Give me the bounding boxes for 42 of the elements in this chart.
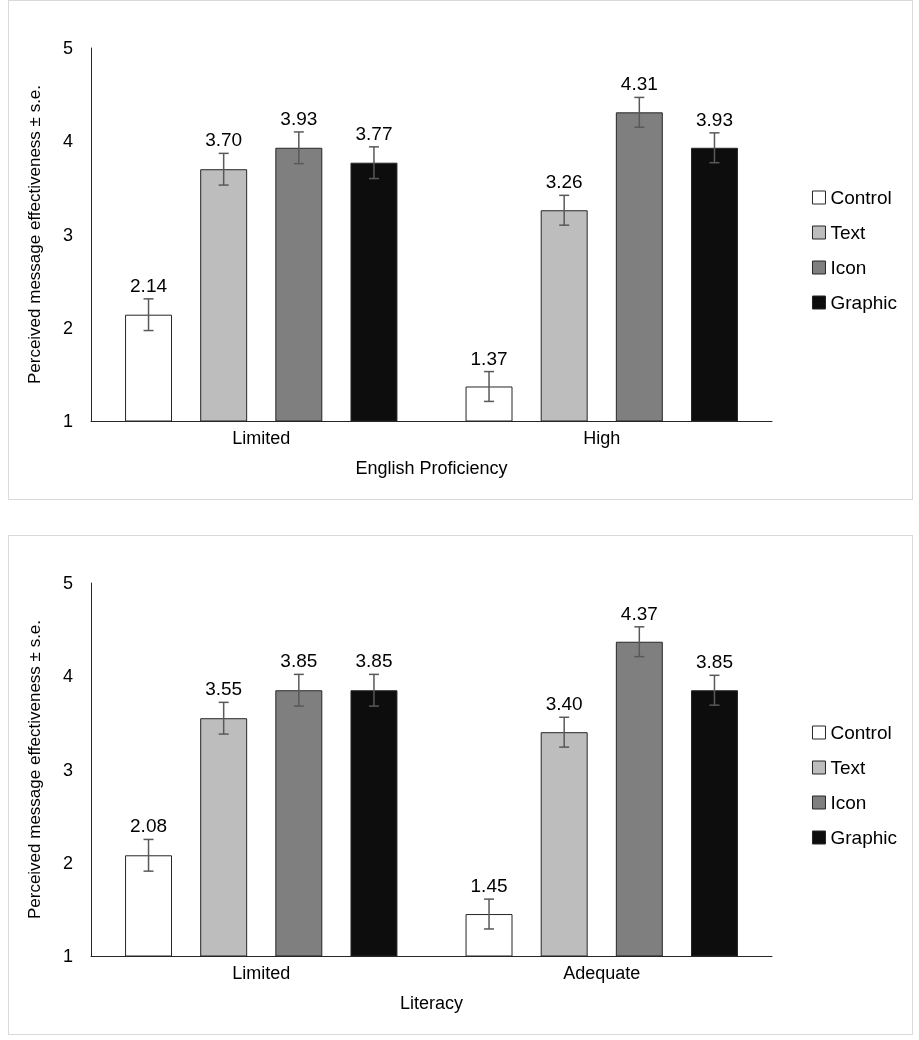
data-label: 1.37 xyxy=(470,347,508,369)
data-label: 3.85 xyxy=(355,650,393,672)
y-tick-label: 2 xyxy=(62,317,73,338)
legend-label: Control xyxy=(830,722,892,743)
x-tick-label: Adequate xyxy=(563,963,641,983)
y-tick-label: 4 xyxy=(62,666,73,687)
y-tick-label: 3 xyxy=(62,759,73,780)
legend-label: Control xyxy=(830,187,892,208)
data-label: 3.85 xyxy=(280,650,318,672)
data-label: 3.93 xyxy=(280,107,318,129)
y-tick-label: 2 xyxy=(62,852,73,873)
y-tick-label: 5 xyxy=(62,573,73,593)
x-axis-title: English Proficiency xyxy=(355,458,508,478)
legend-label: Icon xyxy=(830,792,867,813)
legend-label: Graphic xyxy=(830,827,897,848)
data-label: 3.85 xyxy=(695,651,733,673)
data-label: 1.45 xyxy=(470,875,508,897)
legend-label: Icon xyxy=(830,257,867,278)
legend-label: Text xyxy=(830,222,867,243)
data-label: 3.77 xyxy=(355,122,393,144)
y-tick-label: 1 xyxy=(62,946,73,966)
data-label: 2.14 xyxy=(130,274,168,296)
y-axis-title: Perceived message effectiveness ± s.e. xyxy=(25,619,44,920)
y-tick-label: 5 xyxy=(62,38,73,58)
data-label: 4.37 xyxy=(620,602,658,624)
x-axis-title: Literacy xyxy=(399,993,464,1013)
data-label: 3.55 xyxy=(205,678,243,700)
data-label: 3.26 xyxy=(545,171,583,193)
x-tick-label: High xyxy=(583,428,621,448)
legend-label: Graphic xyxy=(830,292,897,313)
data-label: 4.31 xyxy=(620,73,658,95)
y-tick-label: 4 xyxy=(62,131,73,152)
data-label: 3.70 xyxy=(205,129,243,151)
x-tick-label: Limited xyxy=(232,428,291,448)
y-tick-label: 3 xyxy=(62,224,73,245)
x-tick-label: Limited xyxy=(232,963,291,983)
y-tick-label: 1 xyxy=(62,411,73,431)
data-label: 3.93 xyxy=(695,108,733,130)
legend-label: Text xyxy=(830,757,867,778)
y-axis-title: Perceived message effectiveness ± s.e. xyxy=(25,84,44,385)
data-label: 3.40 xyxy=(545,693,583,715)
data-label: 2.08 xyxy=(130,815,168,837)
